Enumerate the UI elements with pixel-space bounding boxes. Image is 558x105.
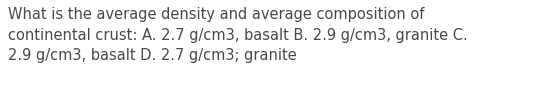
Text: What is the average density and average composition of
continental crust: A. 2.7: What is the average density and average … bbox=[8, 7, 468, 63]
